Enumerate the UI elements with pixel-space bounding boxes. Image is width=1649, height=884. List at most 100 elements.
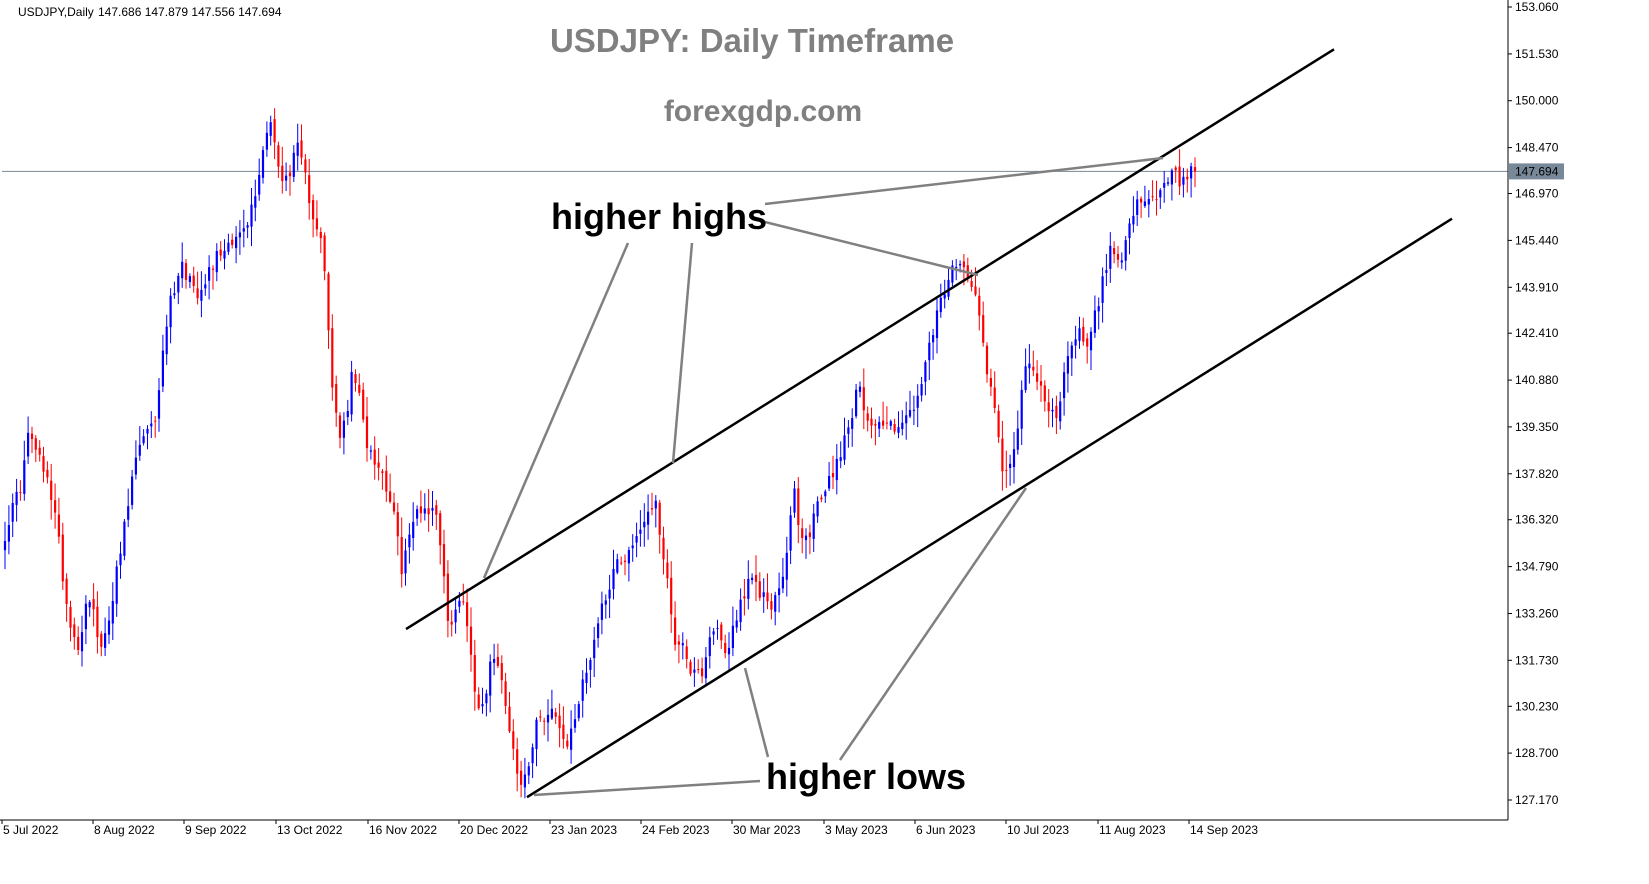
candle-body — [427, 508, 430, 515]
candle-body — [123, 521, 126, 556]
annotation-pointer-line — [838, 487, 1028, 761]
candle-body — [943, 294, 946, 299]
candle-body — [731, 625, 734, 648]
candle-body — [693, 669, 696, 673]
candle-body — [1178, 166, 1181, 187]
candle-body — [1001, 438, 1004, 472]
channel-lower-line — [526, 217, 1453, 799]
candle-body — [196, 288, 199, 299]
candle-body — [531, 747, 534, 764]
candle-body — [508, 706, 511, 732]
candle-body — [466, 602, 469, 627]
candle-body — [173, 293, 176, 296]
candle-body — [1078, 328, 1081, 341]
candle-body — [697, 669, 700, 670]
candle-body — [816, 501, 819, 517]
candles-layer — [3, 108, 1197, 799]
candle-body — [473, 655, 476, 692]
candle-body — [358, 384, 361, 393]
candle-body — [304, 159, 307, 173]
candle-body — [423, 508, 426, 514]
candle-body — [712, 631, 715, 635]
candle-body — [955, 266, 958, 269]
candle-body — [820, 497, 823, 500]
candle-body — [235, 236, 238, 249]
candle-body — [34, 438, 37, 450]
y-tick-label: 131.730 — [1515, 653, 1559, 667]
candle-body — [11, 503, 14, 522]
candle-body — [681, 643, 684, 646]
candle-body — [184, 263, 188, 280]
candle-body — [993, 387, 996, 408]
candle-body — [315, 218, 318, 230]
candle-body — [1036, 373, 1039, 382]
y-tick-label: 128.700 — [1515, 746, 1559, 760]
candle-body — [766, 592, 769, 602]
candle-body — [685, 646, 688, 659]
candle-body — [620, 562, 623, 564]
candle-body — [54, 500, 57, 513]
candle-body — [1074, 339, 1077, 346]
candle-body — [265, 132, 268, 150]
candle-body — [188, 276, 191, 282]
axis-layer: 153.060 151.530 150.000 148.470 146.970 145.4… — [0, 0, 1564, 837]
candle-body — [674, 617, 677, 645]
candle-body — [1043, 385, 1046, 402]
candle-body — [281, 165, 284, 182]
candle-body — [231, 239, 234, 245]
candle-body — [978, 295, 981, 316]
candle-body — [1116, 254, 1120, 260]
candle-body — [1170, 170, 1173, 185]
candle-body — [1024, 366, 1027, 390]
y-tick-label: 139.350 — [1515, 420, 1559, 434]
candle-body — [157, 390, 161, 419]
candle-body — [1140, 198, 1143, 203]
candle-body — [616, 559, 619, 573]
candle-body — [982, 315, 985, 343]
candle-body — [277, 145, 280, 167]
candle-body — [1086, 338, 1089, 347]
candle-body — [1082, 326, 1085, 342]
candle-body — [77, 636, 80, 650]
candle-body — [947, 279, 950, 297]
x-tick-label: 20 Dec 2022 — [460, 823, 528, 837]
candle-body — [754, 575, 758, 582]
candle-body — [389, 491, 392, 502]
x-tick-label: 10 Jul 2023 — [1007, 823, 1069, 837]
x-tick-label: 11 Aug 2023 — [1099, 823, 1166, 837]
candle-body — [80, 632, 84, 652]
candle-body — [600, 603, 603, 620]
candle-body — [7, 525, 10, 542]
candle-body — [211, 268, 215, 270]
candle-body — [928, 342, 931, 361]
candle-body — [88, 602, 91, 608]
x-tick-label: 9 Sep 2022 — [185, 823, 247, 837]
candle-body — [1128, 223, 1131, 239]
candle-body — [824, 491, 827, 497]
candle-body — [1059, 401, 1062, 422]
candle-body — [100, 633, 103, 647]
ohlc-header: 147.686 147.879 147.556 147.694 — [98, 5, 282, 19]
candle-body — [839, 457, 842, 461]
candle-body — [662, 537, 665, 560]
candle-body — [119, 553, 122, 566]
candle-body — [1066, 356, 1069, 374]
candle-body — [242, 228, 245, 232]
candle-body — [1163, 183, 1166, 188]
candle-body — [288, 172, 292, 177]
candle-body — [774, 595, 777, 612]
candle-body — [50, 480, 53, 500]
x-tick-label: 5 Jul 2022 — [3, 823, 59, 837]
y-tick-label: 142.410 — [1515, 326, 1559, 340]
candle-body — [192, 275, 195, 286]
candle-body — [735, 620, 738, 628]
candle-body — [1109, 245, 1112, 269]
candle-body — [1012, 449, 1016, 468]
candle-body — [15, 491, 18, 505]
candle-body — [743, 596, 746, 599]
candle-body — [481, 704, 484, 707]
candle-body — [804, 535, 808, 541]
candle-body — [589, 660, 592, 670]
candle-body — [146, 428, 149, 434]
